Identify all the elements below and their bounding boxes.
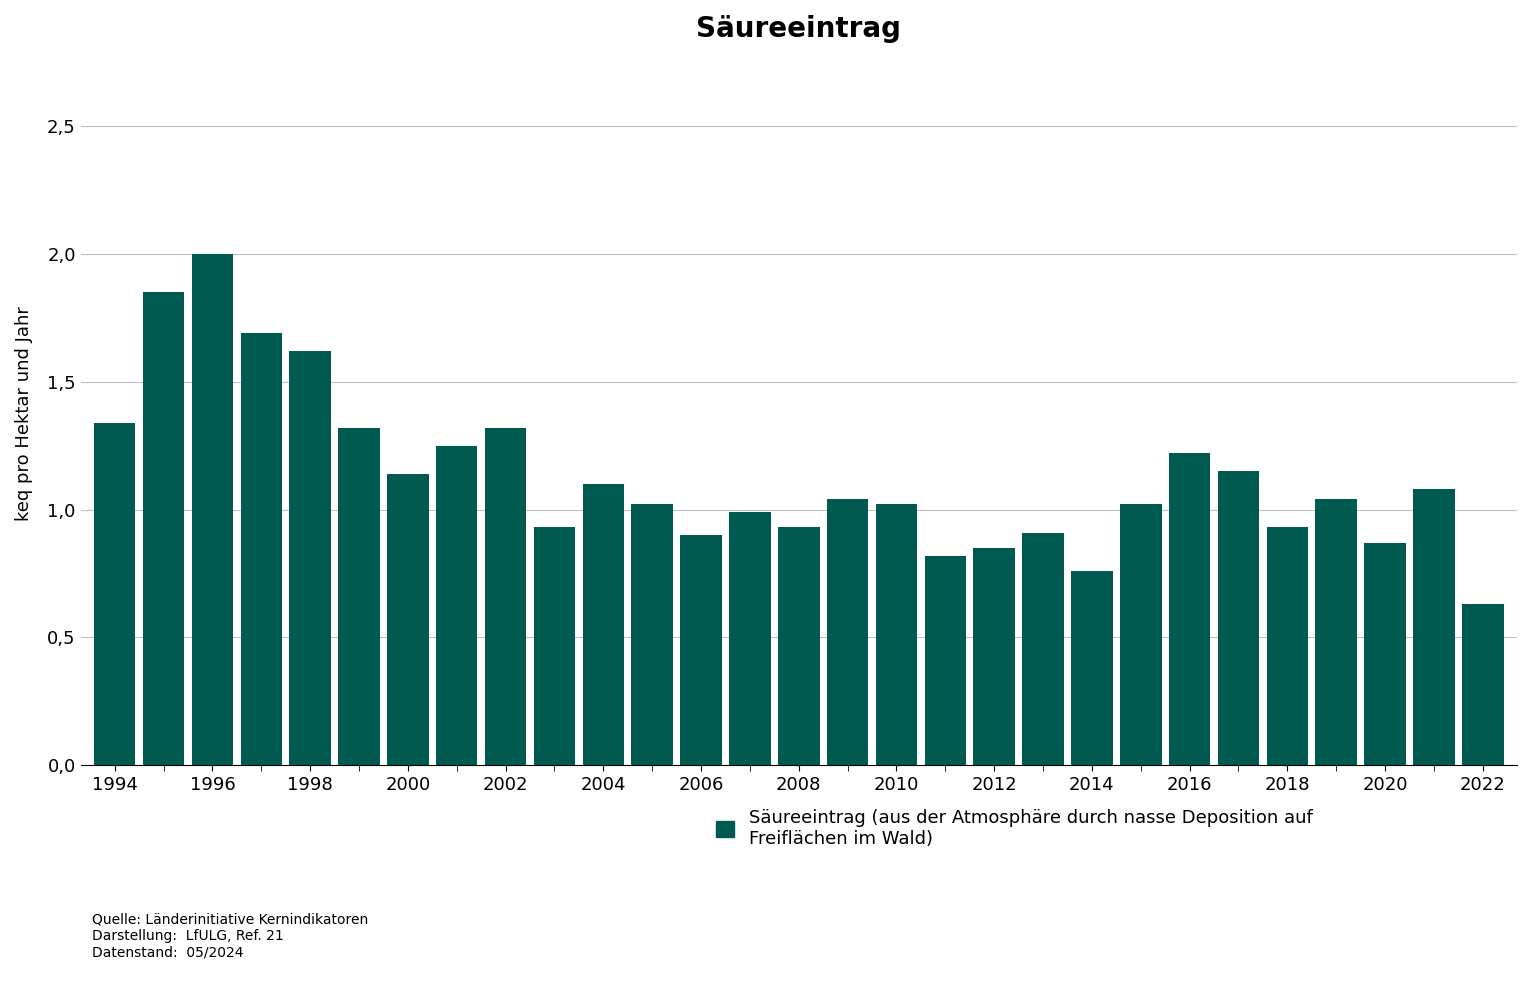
Bar: [973, 548, 1016, 765]
Bar: [1169, 453, 1210, 765]
Bar: [925, 556, 967, 765]
Bar: [142, 292, 184, 765]
Bar: [1218, 471, 1259, 765]
Bar: [192, 254, 233, 765]
Bar: [1120, 504, 1161, 765]
Bar: [827, 499, 869, 765]
Bar: [533, 527, 574, 765]
Bar: [388, 474, 429, 765]
Title: Säureeintrag: Säureeintrag: [696, 15, 901, 43]
Bar: [1462, 604, 1503, 765]
Text: Quelle: Länderinitiative Kernindikatoren
Darstellung:  LfULG, Ref. 21
Datenstand: Quelle: Länderinitiative Kernindikatoren…: [92, 913, 368, 959]
Bar: [1022, 533, 1063, 765]
Bar: [1413, 490, 1455, 765]
Bar: [484, 427, 527, 765]
Bar: [290, 351, 331, 765]
Bar: [93, 422, 135, 765]
Bar: [631, 504, 673, 765]
Bar: [680, 535, 722, 765]
Bar: [1267, 527, 1308, 765]
Y-axis label: keq pro Hektar und Jahr: keq pro Hektar und Jahr: [15, 307, 34, 521]
Bar: [437, 446, 478, 765]
Bar: [1365, 543, 1406, 765]
Bar: [876, 504, 918, 765]
Bar: [1316, 499, 1357, 765]
Bar: [582, 484, 624, 765]
Bar: [241, 333, 282, 765]
Bar: [729, 512, 771, 765]
Legend: Säureeintrag (aus der Atmosphäre durch nasse Deposition auf
Freiflächen im Wald): Säureeintrag (aus der Atmosphäre durch n…: [715, 809, 1313, 848]
Bar: [1071, 571, 1112, 765]
Bar: [778, 527, 820, 765]
Bar: [339, 427, 380, 765]
